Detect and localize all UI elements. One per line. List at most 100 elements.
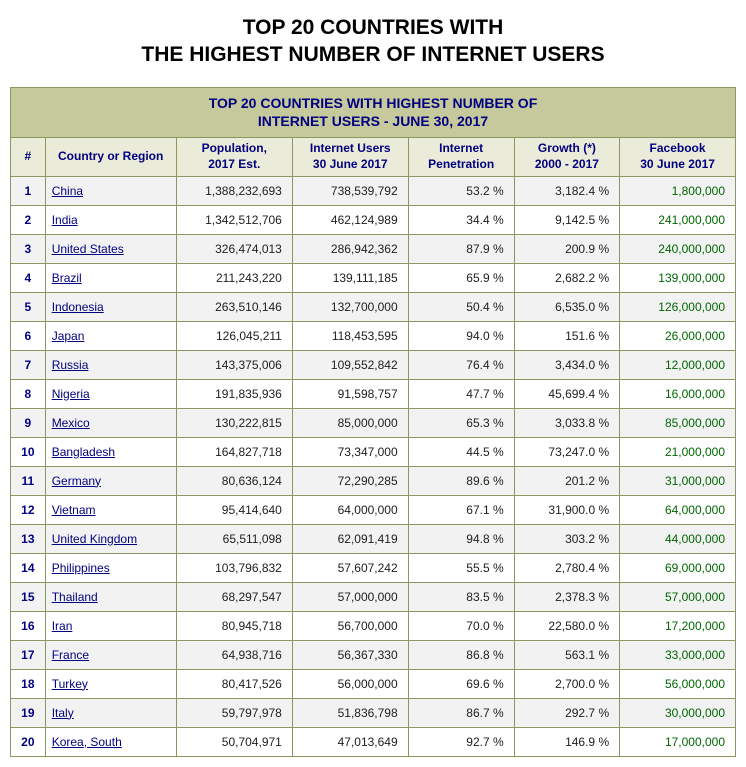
cell-rank: 1 — [11, 176, 46, 205]
cell-growth: 45,699.4 % — [514, 379, 619, 408]
cell-country: Italy — [45, 698, 176, 727]
col-population: Population, 2017 Est. — [176, 138, 292, 176]
cell-country: Korea, South — [45, 727, 176, 756]
cell-rank: 3 — [11, 234, 46, 263]
table-header-band: TOP 20 COUNTRIES WITH HIGHEST NUMBER OF … — [11, 87, 736, 138]
cell-population: 326,474,013 — [176, 234, 292, 263]
cell-rank: 18 — [11, 669, 46, 698]
cell-users: 85,000,000 — [292, 408, 408, 437]
table-row: 10Bangladesh164,827,71873,347,00044.5 %7… — [11, 437, 736, 466]
table-row: 1China1,388,232,693738,539,79253.2 %3,18… — [11, 176, 736, 205]
cell-growth: 31,900.0 % — [514, 495, 619, 524]
cell-users: 56,000,000 — [292, 669, 408, 698]
country-link[interactable]: China — [52, 184, 83, 198]
cell-facebook: 56,000,000 — [620, 669, 736, 698]
country-link[interactable]: Bangladesh — [52, 445, 115, 459]
cell-country: India — [45, 205, 176, 234]
cell-population: 68,297,547 — [176, 582, 292, 611]
country-link[interactable]: Philippines — [52, 561, 110, 575]
country-link[interactable]: Korea, South — [52, 735, 122, 749]
page-title: TOP 20 COUNTRIES WITH THE HIGHEST NUMBER… — [10, 14, 736, 69]
cell-country: Germany — [45, 466, 176, 495]
table-row: 13United Kingdom65,511,09862,091,41994.8… — [11, 524, 736, 553]
cell-penetration: 83.5 % — [408, 582, 514, 611]
country-link[interactable]: Turkey — [52, 677, 88, 691]
cell-population: 211,243,220 — [176, 263, 292, 292]
table-body: 1China1,388,232,693738,539,79253.2 %3,18… — [11, 176, 736, 756]
country-link[interactable]: Vietnam — [52, 503, 96, 517]
cell-population: 143,375,006 — [176, 350, 292, 379]
cell-facebook: 12,000,000 — [620, 350, 736, 379]
cell-penetration: 50.4 % — [408, 292, 514, 321]
country-link[interactable]: Indonesia — [52, 300, 104, 314]
cell-growth: 2,682.2 % — [514, 263, 619, 292]
cell-growth: 200.9 % — [514, 234, 619, 263]
cell-users: 109,552,842 — [292, 350, 408, 379]
cell-country: United States — [45, 234, 176, 263]
cell-population: 126,045,211 — [176, 321, 292, 350]
cell-country: Russia — [45, 350, 176, 379]
cell-population: 191,835,936 — [176, 379, 292, 408]
country-link[interactable]: United Kingdom — [52, 532, 137, 546]
cell-country: Vietnam — [45, 495, 176, 524]
cell-penetration: 55.5 % — [408, 553, 514, 582]
cell-population: 80,636,124 — [176, 466, 292, 495]
table-row: 3United States326,474,013286,942,36287.9… — [11, 234, 736, 263]
cell-growth: 3,182.4 % — [514, 176, 619, 205]
cell-population: 164,827,718 — [176, 437, 292, 466]
country-link[interactable]: Iran — [52, 619, 73, 633]
cell-users: 51,836,798 — [292, 698, 408, 727]
cell-facebook: 33,000,000 — [620, 640, 736, 669]
country-link[interactable]: United States — [52, 242, 124, 256]
cell-rank: 5 — [11, 292, 46, 321]
cell-rank: 4 — [11, 263, 46, 292]
country-link[interactable]: Germany — [52, 474, 101, 488]
country-link[interactable]: France — [52, 648, 89, 662]
cell-facebook: 57,000,000 — [620, 582, 736, 611]
cell-population: 103,796,832 — [176, 553, 292, 582]
cell-population: 80,945,718 — [176, 611, 292, 640]
country-link[interactable]: Thailand — [52, 590, 98, 604]
cell-facebook: 30,000,000 — [620, 698, 736, 727]
cell-penetration: 86.8 % — [408, 640, 514, 669]
country-link[interactable]: Brazil — [52, 271, 82, 285]
cell-penetration: 70.0 % — [408, 611, 514, 640]
country-link[interactable]: Russia — [52, 358, 89, 372]
country-link[interactable]: Japan — [52, 329, 85, 343]
cell-users: 132,700,000 — [292, 292, 408, 321]
table-row: 9Mexico130,222,81585,000,00065.3 %3,033.… — [11, 408, 736, 437]
cell-users: 91,598,757 — [292, 379, 408, 408]
cell-facebook: 17,200,000 — [620, 611, 736, 640]
cell-users: 286,942,362 — [292, 234, 408, 263]
cell-country: France — [45, 640, 176, 669]
cell-penetration: 69.6 % — [408, 669, 514, 698]
table-row: 17France64,938,71656,367,33086.8 %563.1 … — [11, 640, 736, 669]
cell-rank: 14 — [11, 553, 46, 582]
table-row: 8Nigeria191,835,93691,598,75747.7 %45,69… — [11, 379, 736, 408]
cell-facebook: 31,000,000 — [620, 466, 736, 495]
cell-penetration: 44.5 % — [408, 437, 514, 466]
country-link[interactable]: Mexico — [52, 416, 90, 430]
cell-users: 73,347,000 — [292, 437, 408, 466]
cell-facebook: 85,000,000 — [620, 408, 736, 437]
table-row: 14Philippines103,796,83257,607,24255.5 %… — [11, 553, 736, 582]
cell-rank: 10 — [11, 437, 46, 466]
cell-growth: 2,700.0 % — [514, 669, 619, 698]
cell-country: Brazil — [45, 263, 176, 292]
cell-users: 118,453,595 — [292, 321, 408, 350]
cell-growth: 3,033.8 % — [514, 408, 619, 437]
cell-rank: 16 — [11, 611, 46, 640]
table-row: 11Germany80,636,12472,290,28589.6 %201.2… — [11, 466, 736, 495]
cell-users: 57,000,000 — [292, 582, 408, 611]
country-link[interactable]: India — [52, 213, 78, 227]
cell-penetration: 94.8 % — [408, 524, 514, 553]
col-rank: # — [11, 138, 46, 176]
cell-rank: 9 — [11, 408, 46, 437]
cell-facebook: 21,000,000 — [620, 437, 736, 466]
cell-facebook: 1,800,000 — [620, 176, 736, 205]
cell-growth: 151.6 % — [514, 321, 619, 350]
cell-country: Turkey — [45, 669, 176, 698]
cell-users: 47,013,649 — [292, 727, 408, 756]
country-link[interactable]: Nigeria — [52, 387, 90, 401]
country-link[interactable]: Italy — [52, 706, 74, 720]
